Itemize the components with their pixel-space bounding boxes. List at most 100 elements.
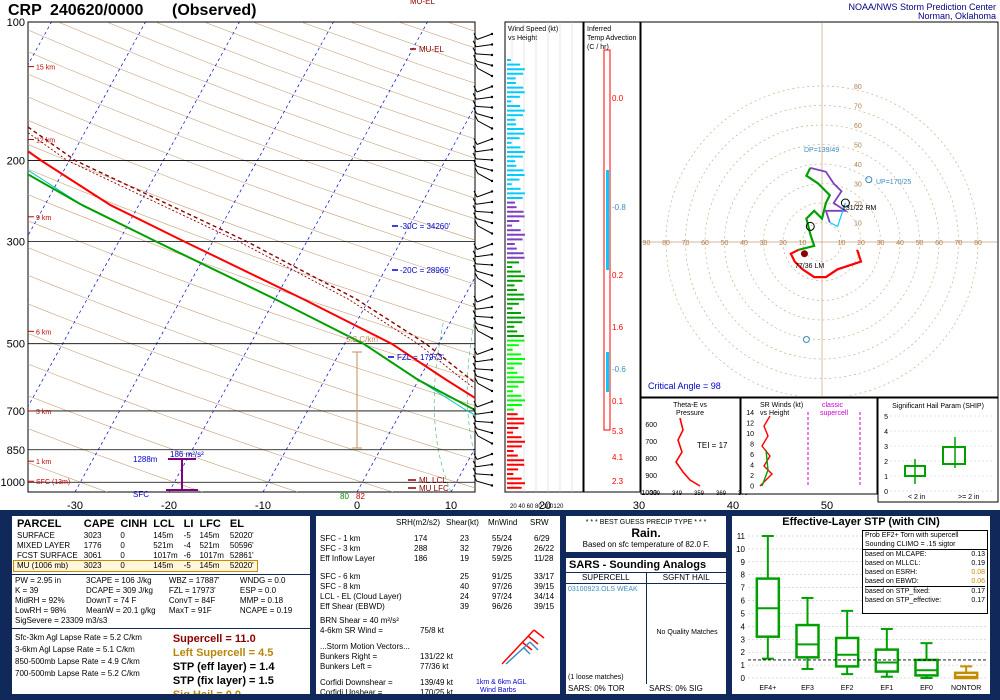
precip-title: * * * BEST GUESS PRECIP TYPE * * *	[585, 519, 707, 526]
srh-header: SRH(m2/s2)	[396, 518, 441, 527]
wind-barb-flag	[473, 369, 478, 377]
kinematics-value: 39/15	[534, 602, 555, 611]
wind-barb-flag	[474, 377, 479, 384]
sfc-label: SFC	[133, 490, 149, 499]
stp-y-tick: 0	[741, 674, 746, 683]
convt-value: ConvT = 84F	[168, 596, 216, 605]
hodo-x-label: 70	[682, 240, 690, 247]
wind-barb-flag	[474, 429, 479, 437]
stp-y-tick: 10	[736, 545, 745, 554]
wind-barb-dot	[490, 389, 494, 393]
cell: 521m	[153, 541, 174, 550]
srwind-title-1: SR Winds (kt)	[760, 402, 803, 409]
lapse-700500: 700-500mb Lapse Rate = 5.2 C/km	[15, 669, 140, 678]
lapse-label: 5.2 C/km	[346, 335, 378, 344]
cell: -5	[183, 561, 191, 570]
wind-barb-flag	[474, 219, 479, 227]
cinh-header: CINH	[120, 518, 148, 530]
stp-box	[914, 658, 939, 677]
maxt-value: MaxT = 91F	[168, 606, 212, 615]
parcel-panel: PARCEL CAPE CINH LCL LI LFC EL SURFACE 30…	[10, 514, 312, 696]
kinematics-value: 97/26	[492, 582, 513, 591]
wind-barb	[476, 201, 493, 205]
hodo-ring	[724, 144, 920, 340]
wind-barb	[476, 263, 493, 266]
cell: 0	[120, 541, 125, 550]
wind-barb-dot	[490, 43, 494, 46]
hodo-x-label: 80	[974, 240, 982, 247]
temp-tick-label: 20	[539, 500, 551, 510]
cell: 3023	[83, 531, 102, 540]
wind-barb-dot	[490, 379, 494, 382]
cell: 1776	[83, 541, 102, 550]
parcel-row-mu[interactable]: MU (1006 mb) 3023 0 145m -5 145m 52020'	[13, 560, 258, 572]
wind-barb-dot	[490, 326, 494, 330]
rm-marker	[840, 198, 850, 208]
wind-barb	[476, 53, 493, 56]
cell: 145m	[153, 531, 174, 540]
wind-barb-dot	[490, 242, 494, 246]
dewpoint-profile	[28, 173, 475, 412]
hodo-x-label: 40	[896, 240, 904, 247]
kinematics-value: 97/24	[492, 592, 513, 601]
dry-adiabat	[28, 220, 475, 381]
wind-barb-dot	[490, 158, 494, 162]
up-marker	[865, 176, 873, 184]
wind-barb-flag	[472, 205, 477, 212]
wind-barb	[476, 411, 493, 415]
pressure-label: 300	[7, 237, 25, 249]
kinematics-value: 26/22	[534, 544, 555, 553]
pressure-label: 200	[7, 156, 25, 168]
ship-y-tick: 4	[884, 429, 888, 436]
stp-category-label: EF4+	[759, 685, 776, 692]
wind-barb-dot	[490, 410, 494, 414]
wind-barb-dot	[490, 295, 494, 298]
temperature-profile	[28, 149, 475, 400]
wind-barb	[476, 375, 493, 381]
cell: -4	[183, 541, 191, 550]
prob-row: based on ESRH: 0.08	[865, 568, 985, 577]
dry-adiabat	[28, 194, 475, 356]
kinematics-value: 55/24	[492, 534, 513, 543]
wind-barb	[476, 473, 493, 476]
wind-barb-flag	[474, 324, 479, 332]
sars-match[interactable]: 03100923.OLS WEAK	[568, 586, 638, 593]
kinematics-value: 24	[460, 592, 469, 601]
iso-m30-label: -30C = 34260'	[400, 222, 451, 231]
bunkers-right-value: 131/22 kt	[420, 652, 453, 661]
hodo-ring-label: 60	[854, 123, 862, 130]
wind-barb	[476, 86, 493, 93]
kinematics-value: 79/26	[492, 544, 513, 553]
storm-marker	[800, 250, 808, 258]
dcape-value: DCAPE = 309 J/kg	[86, 586, 153, 595]
sars-hail-header: SGFNT HAIL	[662, 573, 710, 582]
cell: FCST SURFACE	[17, 551, 78, 560]
wind-barb-dot	[490, 232, 494, 235]
hodo-x-label: 50	[721, 240, 729, 247]
kinematics-layer-label: LCL - EL (Cloud Layer)	[320, 592, 402, 601]
wind-barb-flag	[473, 190, 478, 198]
hodo-x-label: 10	[799, 240, 807, 247]
kinematics-layer-label: SFC - 8 km	[320, 582, 361, 591]
wind-barb	[477, 68, 493, 77]
cell: -6	[183, 551, 191, 560]
advection-title-3: (C / hr)	[587, 44, 609, 51]
cell: 1017m	[153, 551, 178, 560]
dry-adiabat	[28, 363, 394, 492]
rm-vector-label: 131/22 RM	[842, 205, 876, 212]
sars-supercell-header: SUPERCELL	[566, 573, 647, 583]
cell: 3061	[83, 551, 102, 560]
wind-barb-flag	[474, 272, 479, 279]
advection-value: -0.6	[612, 365, 626, 374]
hodo-ring-label: 50	[854, 143, 862, 150]
kinematics-value: 19	[460, 554, 469, 563]
dry-adiabat	[28, 144, 475, 308]
height-label: 6 km	[36, 329, 51, 336]
wind-barb-dot	[490, 337, 494, 340]
wind-barb	[476, 218, 493, 224]
wind-barb-flag	[472, 355, 477, 362]
prob-title: Prob EF2+ Torn with supercell	[865, 532, 959, 539]
wind-barb-dot	[490, 442, 494, 445]
srwind-y-tick: 6	[750, 452, 754, 459]
wind-speed-panel: Wind Speed (kt) vs Height 20 40 60 80 10…	[504, 21, 584, 510]
